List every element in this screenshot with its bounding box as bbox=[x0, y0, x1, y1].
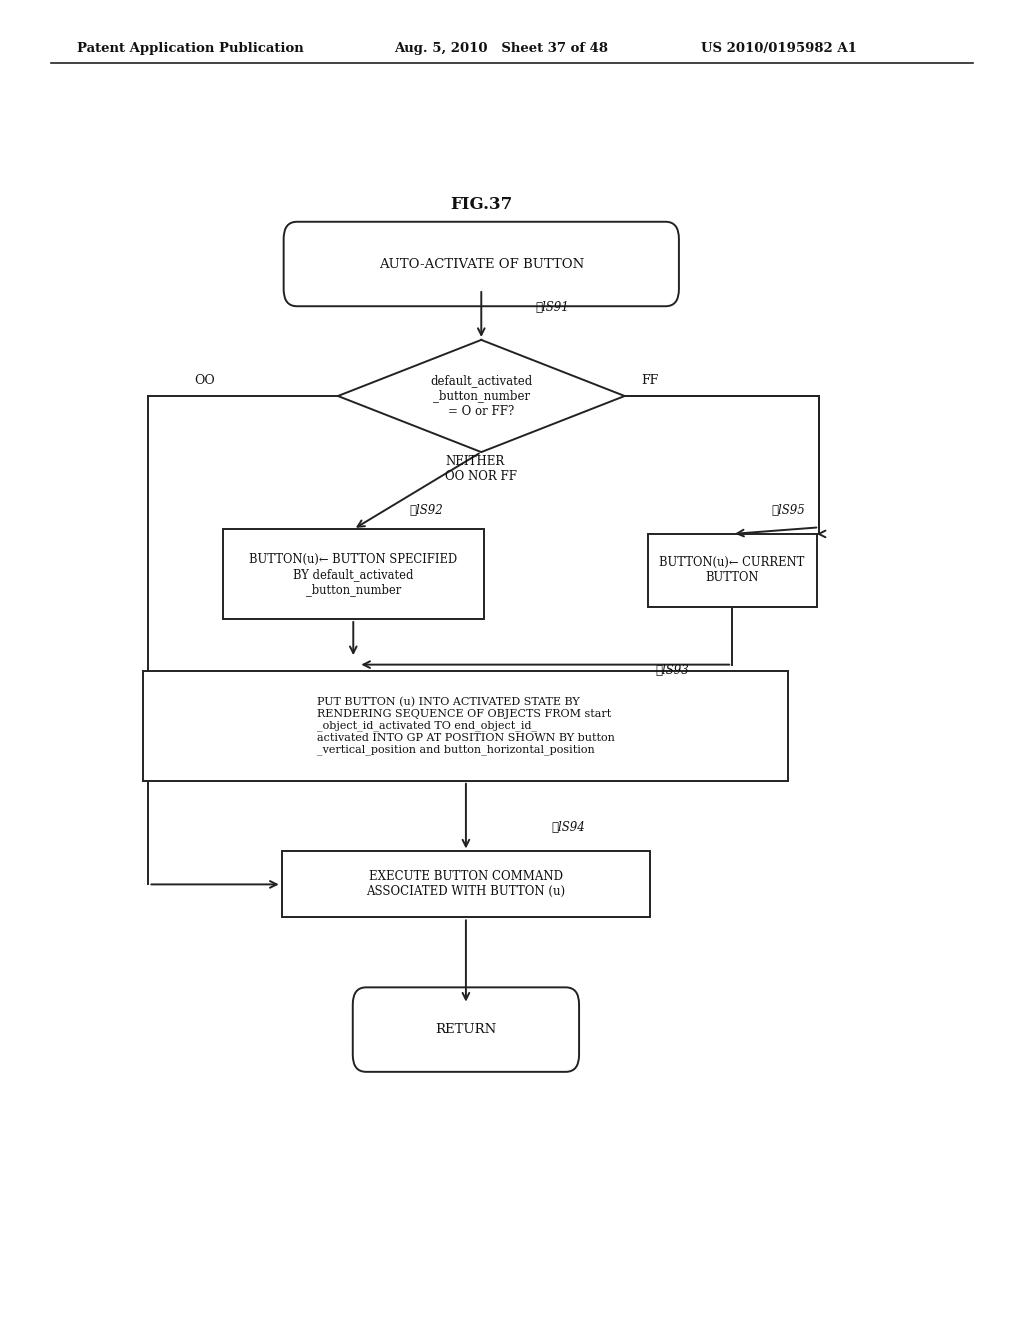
Bar bbox=[647, 535, 817, 607]
Text: FIG.37: FIG.37 bbox=[451, 197, 512, 213]
Text: ⿮lS93: ⿮lS93 bbox=[655, 664, 689, 677]
Text: BUTTON(u)← CURRENT
BUTTON: BUTTON(u)← CURRENT BUTTON bbox=[659, 556, 805, 585]
Text: BUTTON(u)← BUTTON SPECIFIED
BY default_activated
_button_number: BUTTON(u)← BUTTON SPECIFIED BY default_a… bbox=[249, 553, 458, 595]
Text: ⿮lS92: ⿮lS92 bbox=[410, 504, 443, 517]
Text: default_activated
_button_number
= O or FF?: default_activated _button_number = O or … bbox=[430, 375, 532, 417]
FancyBboxPatch shape bbox=[284, 222, 679, 306]
Text: Patent Application Publication: Patent Application Publication bbox=[77, 42, 303, 55]
Text: FF: FF bbox=[642, 374, 658, 387]
Text: ⿮lS94: ⿮lS94 bbox=[551, 821, 585, 834]
Text: AUTO-ACTIVATE OF BUTTON: AUTO-ACTIVATE OF BUTTON bbox=[379, 257, 584, 271]
FancyBboxPatch shape bbox=[352, 987, 580, 1072]
Text: NEITHER
OO NOR FF: NEITHER OO NOR FF bbox=[445, 454, 517, 483]
Polygon shape bbox=[338, 341, 625, 451]
Text: EXECUTE BUTTON COMMAND
ASSOCIATED WITH BUTTON (u): EXECUTE BUTTON COMMAND ASSOCIATED WITH B… bbox=[367, 870, 565, 899]
Text: PUT BUTTON (u) INTO ACTIVATED STATE BY
RENDERING SEQUENCE OF OBJECTS FROM start
: PUT BUTTON (u) INTO ACTIVATED STATE BY R… bbox=[317, 697, 614, 755]
Text: ⿮lS91: ⿮lS91 bbox=[536, 301, 569, 314]
Text: ⿮lS95: ⿮lS95 bbox=[771, 504, 805, 517]
Bar bbox=[143, 671, 788, 780]
Text: RETURN: RETURN bbox=[435, 1023, 497, 1036]
Bar bbox=[222, 529, 483, 619]
Text: US 2010/0195982 A1: US 2010/0195982 A1 bbox=[701, 42, 857, 55]
Bar bbox=[282, 851, 650, 917]
Text: OO: OO bbox=[195, 374, 215, 387]
Text: Aug. 5, 2010   Sheet 37 of 48: Aug. 5, 2010 Sheet 37 of 48 bbox=[394, 42, 608, 55]
